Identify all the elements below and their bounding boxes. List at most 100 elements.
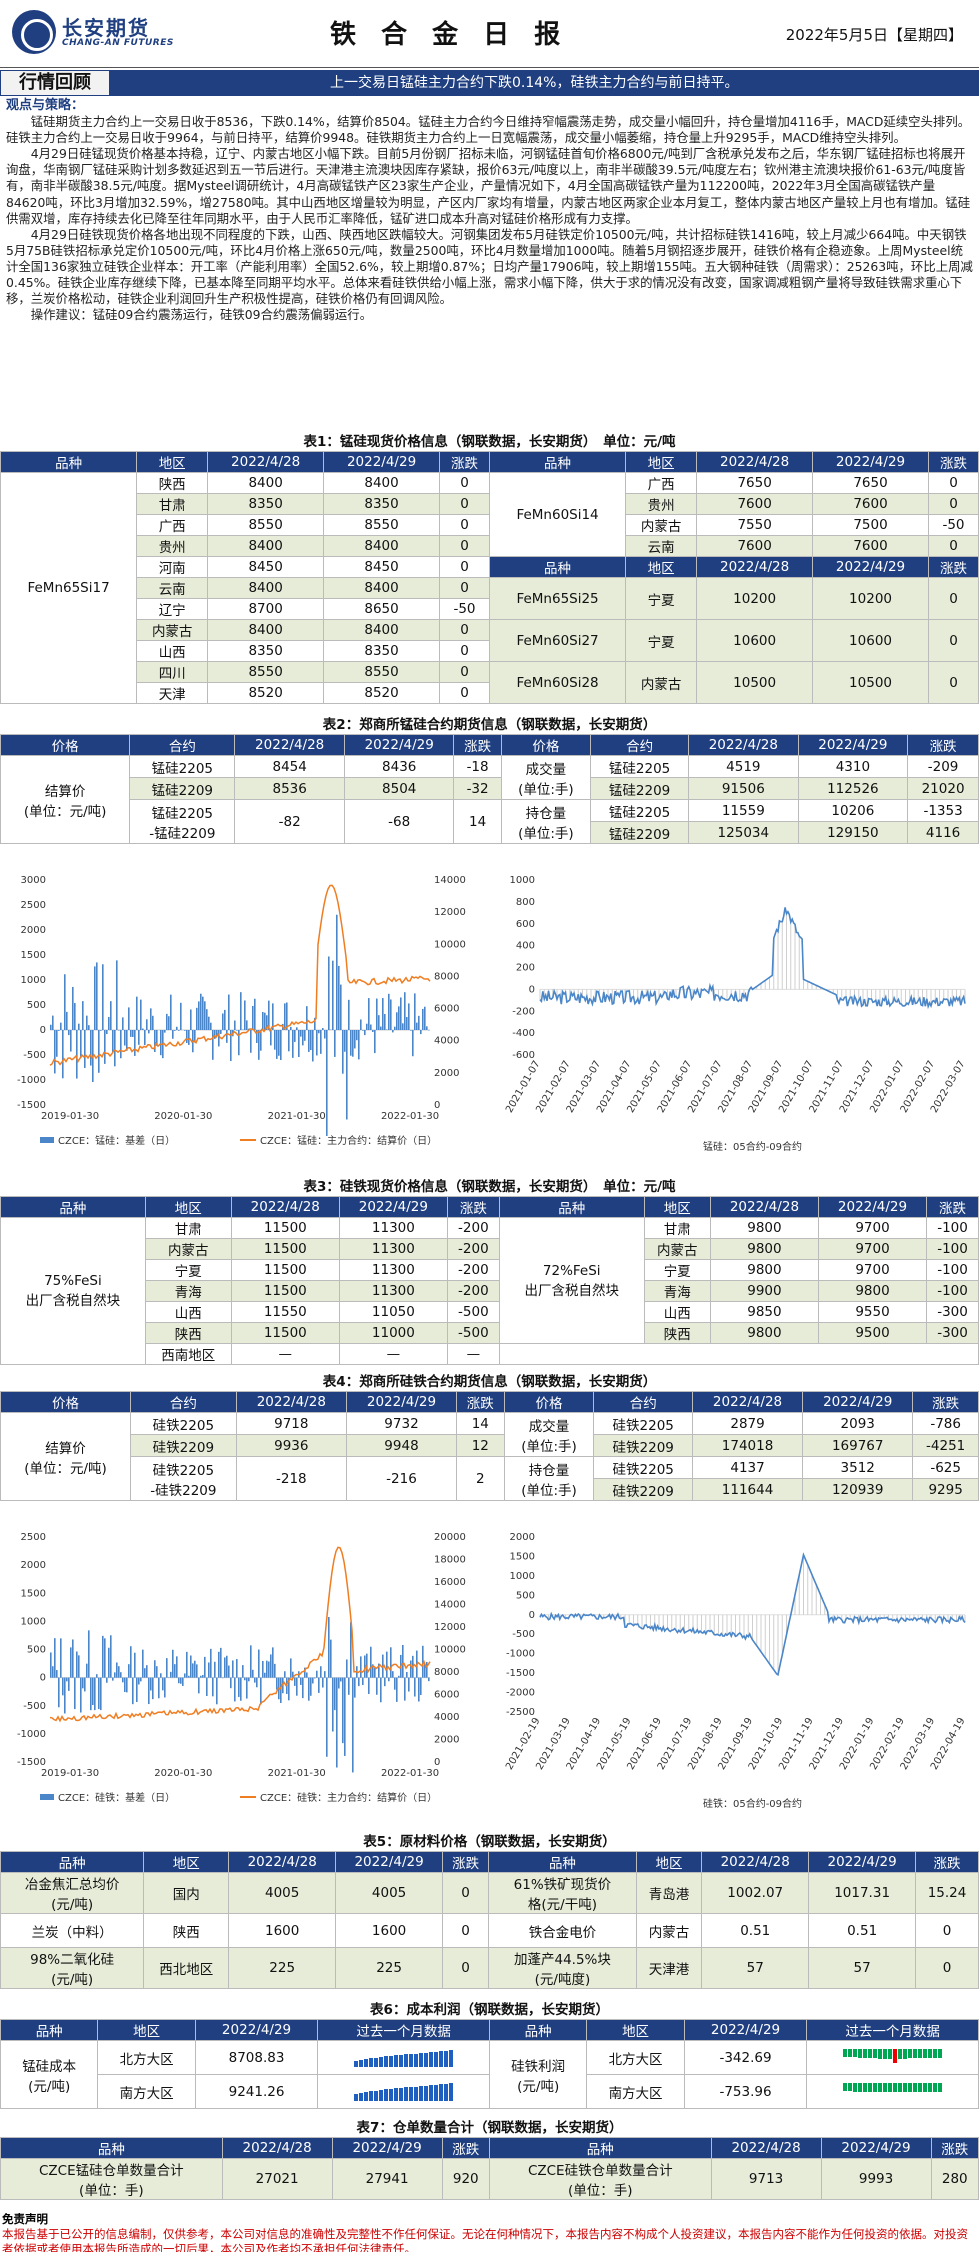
- basis-bar: [82, 1001, 84, 1030]
- basis-bar: [314, 1677, 316, 1679]
- table-cell: -500: [446, 1322, 500, 1344]
- spark-bar: [369, 2090, 374, 2101]
- table-row: 山西 8350 8350 0: [1, 640, 979, 662]
- basis-bar: [192, 1663, 194, 1678]
- basis-bar: [238, 1677, 240, 1697]
- basis-bar: [70, 1647, 72, 1678]
- sparkline-cell: [317, 2040, 490, 2075]
- column-header: 2022/4/29: [683, 2019, 808, 2041]
- basis-bar: [54, 1030, 56, 1074]
- table-cell: —: [338, 1343, 448, 1365]
- basis-bar: [394, 1026, 396, 1030]
- table-row: 天津 8520 8520 0: [1, 682, 979, 704]
- basis-bar: [264, 1672, 266, 1678]
- basis-bar: [410, 1030, 412, 1031]
- basis-bar: [214, 1661, 216, 1678]
- spark-bar: [389, 2088, 394, 2101]
- basis-bar: [290, 1658, 292, 1678]
- table-cell: 冶金焦汇总均价 (元/吨): [0, 1872, 145, 1914]
- table-cell: 山西: [144, 1301, 232, 1323]
- table-cell: FeMn60Si28: [488, 661, 627, 704]
- column-header: 涨跌: [912, 1391, 979, 1413]
- basis-bar: [268, 1661, 270, 1678]
- basis-bar: [128, 1007, 130, 1030]
- market-review-banner: [0, 70, 979, 96]
- basis-bar: [328, 1617, 330, 1678]
- table-row: 青海 11500 11300 -200 青海 9900 9800 -100: [1, 1280, 979, 1302]
- table3-caption: 表3：硅铁现货价格信息（钢联数据，长安期货） 单位：元/吨: [303, 1179, 676, 1195]
- basis-bar: [418, 1677, 420, 1702]
- basis-bar: [64, 1677, 66, 1714]
- table-cell: 8650: [323, 598, 441, 620]
- basis-bar: [280, 1030, 282, 1061]
- basis-bar: [198, 1001, 200, 1030]
- right-tick-label: 14000: [434, 875, 466, 886]
- spark-bar: [928, 2048, 933, 2058]
- table-cell: 加蓬产44.5%块 (元/吨度): [488, 1947, 637, 1989]
- basis-bar: [230, 1030, 232, 1062]
- basis-bar: [412, 1030, 414, 1057]
- table-cell: 920: [441, 2158, 490, 2200]
- table-cell: 4005: [228, 1872, 337, 1914]
- column-header: 2022/4/29: [338, 1196, 448, 1218]
- table-row: 陕西 11500 11000 -500 陕西 9800 9500 -300: [1, 1322, 979, 1344]
- right-tick-label: 0: [434, 1757, 440, 1768]
- basis-bar: [272, 1003, 274, 1030]
- column-header: 2022/4/29: [343, 734, 455, 756]
- right-tick-label: 14000: [434, 1600, 466, 1611]
- spark-bar: [858, 2082, 863, 2092]
- basis-bar: [374, 1668, 376, 1678]
- table-cell: 0: [927, 535, 979, 557]
- table-cell: 8450: [207, 556, 325, 578]
- column-header: 2022/4/28: [696, 451, 814, 473]
- basis-bar: [100, 1030, 102, 1031]
- table4: 价格 合约 2022/4/28 2022/4/29 涨跌 价格 合约 2022/4/28 202…: [0, 1391, 979, 1501]
- y-tick-label: -1000: [506, 1649, 535, 1660]
- table-cell: -625: [912, 1456, 979, 1479]
- table-cell: 青海: [643, 1280, 711, 1302]
- left-tick-label: 0: [40, 1673, 46, 1684]
- column-header: 2022/4/28: [221, 2137, 333, 2159]
- table-cell: 11050: [338, 1301, 448, 1323]
- basis-bar: [130, 1030, 132, 1037]
- basis-bar: [56, 1670, 58, 1678]
- table-cell: 8454: [234, 755, 345, 778]
- spark-bar: [424, 2052, 429, 2067]
- table-cell: 8520: [207, 682, 325, 704]
- basis-bar: [362, 1677, 364, 1686]
- sparkline: [320, 2082, 487, 2101]
- basis-bar: [126, 1677, 128, 1693]
- oi-label-cell: 持仓量 (单位:手): [503, 1456, 595, 1501]
- basis-bar: [272, 1647, 274, 1678]
- left-tick-label: -500: [23, 1050, 46, 1061]
- chart-caption: 硅铁：05合约-09合约: [703, 1797, 802, 1810]
- column-header: 2022/4/29: [331, 2137, 443, 2159]
- table1-caption: 表1：锰硅现货价格信息（钢联数据，长安期货） 单位：元/吨: [303, 434, 676, 450]
- basis-bar: [422, 1008, 424, 1030]
- disclaimer: 免责声明 本报告基于已公开的信息编制，仅供参考，本公司对信息的准确性及完整性不作…: [0, 2212, 979, 2252]
- legend-swatch-basis: [40, 1794, 54, 1800]
- left-tick-label: 500: [27, 1645, 46, 1656]
- basis-bar: [80, 1030, 82, 1058]
- basis-bar: [380, 1026, 382, 1030]
- basis-bar: [118, 1666, 120, 1678]
- spark-bar: [434, 2084, 439, 2101]
- table5: 品种 地区 2022/4/28 2022/4/29 涨跌 品种 地区 2022/4/28 202…: [0, 1851, 979, 1989]
- table-cell: 9936: [235, 1434, 347, 1457]
- spread-line: [539, 907, 966, 1010]
- left-tick-label: -1000: [17, 1075, 46, 1086]
- table-cell: 锰硅2205: [590, 755, 690, 778]
- spark-bar: [424, 2085, 429, 2101]
- basis-bar: [172, 1030, 174, 1039]
- table-cell: 天津: [136, 682, 209, 704]
- x-tick-label: 2020-01-30: [154, 1768, 212, 1779]
- table-cell: —: [446, 1343, 500, 1365]
- basis-bar: [340, 1677, 342, 1682]
- basis-bar: [332, 960, 334, 1030]
- table-cell: 0: [442, 1872, 490, 1914]
- basis-bar: [136, 996, 138, 1030]
- table-cell: 125034: [688, 821, 799, 844]
- table-cell: -500: [446, 1301, 500, 1323]
- right-tick-label: 16000: [434, 1577, 466, 1588]
- basis-bar: [142, 1649, 144, 1678]
